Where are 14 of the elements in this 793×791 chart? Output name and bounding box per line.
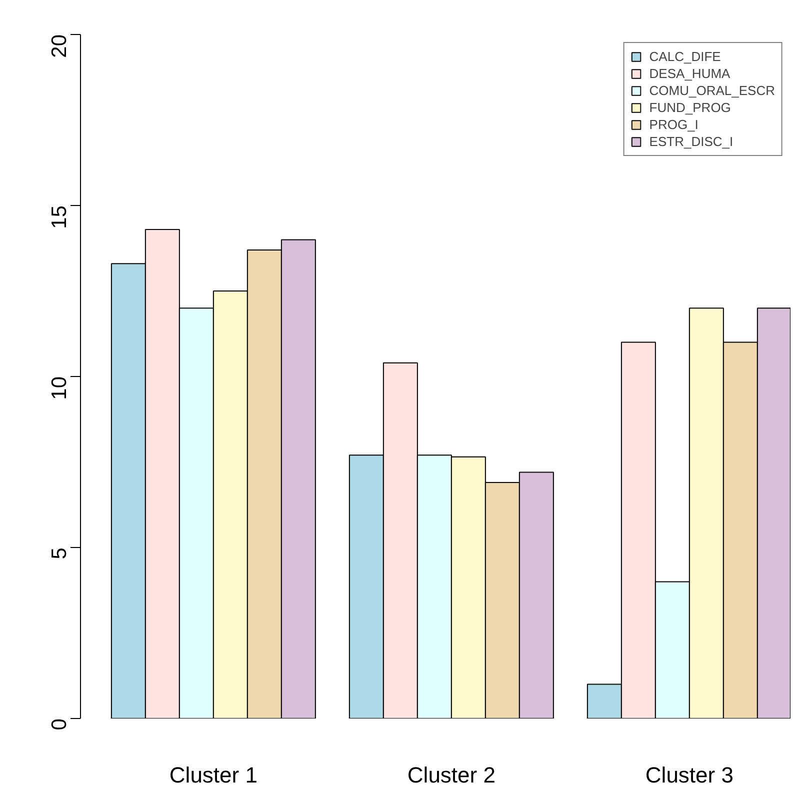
x-tick-label: Cluster 3: [645, 762, 734, 788]
legend-label: PROG_I: [649, 117, 698, 132]
legend-label: DESA_HUMA: [649, 66, 730, 81]
legend-label: COMU_ORAL_ESCR: [649, 83, 775, 98]
y-tick-label: 15: [48, 206, 71, 229]
y-tick-label: 0: [48, 718, 71, 730]
y-tick-label: 5: [48, 547, 71, 560]
legend-label: ESTR_DISC_I: [649, 134, 734, 149]
x-tick-label: Cluster 2: [407, 762, 496, 788]
legend-label: FUND_PROG: [649, 100, 731, 115]
y-tick-label: 20: [48, 34, 71, 58]
y-tick-label: 10: [48, 376, 71, 400]
x-tick-label: Cluster 1: [169, 762, 258, 788]
legend-label: CALC_DIFE: [649, 49, 721, 64]
